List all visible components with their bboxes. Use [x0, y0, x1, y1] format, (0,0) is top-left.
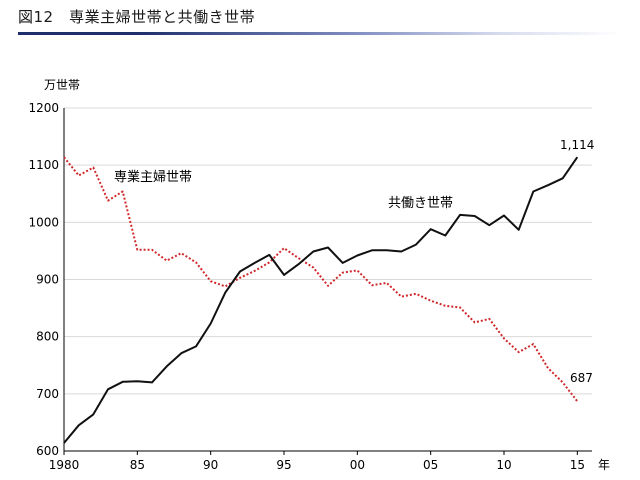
series-line-1: [63, 156, 579, 444]
chart-title: 図12 専業主婦世帯と共働き世帯: [18, 8, 256, 26]
y-tick-label: 900: [36, 273, 59, 287]
y-tick-label: 800: [36, 330, 59, 344]
x-tick-label: 90: [203, 458, 218, 472]
x-tick-label: 95: [276, 458, 291, 472]
end-value-label-dual-income: 1,114: [560, 138, 594, 152]
y-tick-label: 600: [36, 444, 59, 458]
y-tick-label: 1000: [28, 215, 59, 229]
series-label-housewife: 専業主婦世帯: [114, 169, 192, 185]
x-tick-label: 15: [570, 458, 585, 472]
y-axis-unit: 万世帯: [44, 78, 80, 92]
end-value-label-housewife: 687: [570, 371, 593, 385]
x-tick-label: 10: [496, 458, 511, 472]
x-axis-unit: 年: [598, 458, 610, 472]
series-line-0: [63, 156, 579, 402]
series-label-dual-income: 共働き世帯: [388, 196, 453, 211]
x-tick-label: 00: [350, 458, 365, 472]
y-tick-label: 1200: [28, 101, 59, 115]
y-tick-label: 700: [36, 387, 59, 401]
x-tick-label: 85: [130, 458, 145, 472]
x-tick-label: 05: [423, 458, 438, 472]
title-underline: [18, 32, 622, 35]
y-tick-label: 1100: [28, 158, 59, 172]
x-tick-label: 1980: [49, 458, 80, 472]
